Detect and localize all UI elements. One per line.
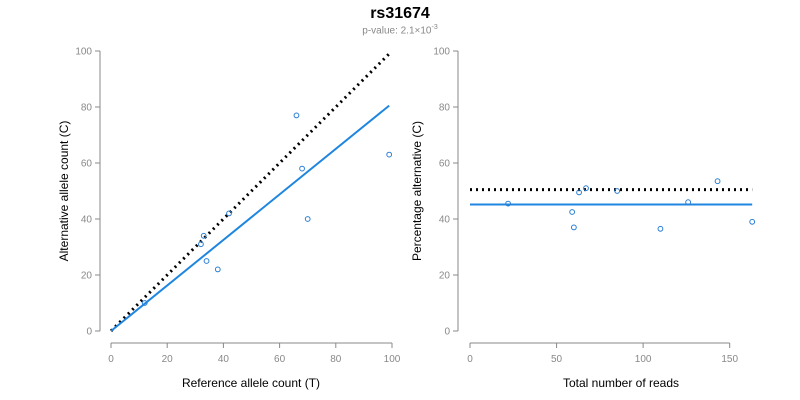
panel1-y-tick-label: 80: [81, 103, 93, 114]
panel1-x-tick-label: 40: [218, 354, 230, 365]
p-value-exponent: -3: [431, 24, 438, 31]
panel1-y-tick-label: 100: [75, 47, 92, 58]
panel2-data-point: [576, 189, 582, 196]
panel1-data-point: [200, 232, 207, 239]
panel2-data-point: [570, 224, 577, 231]
panel1-x-axis-title: Reference allele count (T): [182, 376, 320, 390]
panel1-fit-line: [110, 104, 390, 332]
panel1-data-point: [214, 266, 221, 273]
panel2-x-tick-label: 0: [467, 354, 473, 365]
panel1-data-point: [293, 112, 300, 119]
panel1-y-tick-label: 60: [81, 159, 93, 170]
panel1-y-tick-label: 20: [81, 271, 93, 282]
panel1-x-tick-label: 0: [108, 354, 114, 365]
panel1-y-tick-label: 40: [81, 215, 93, 226]
panel2-x-tick-label: 100: [635, 354, 652, 365]
panel1-x-tick-label: 100: [384, 354, 401, 365]
panel2-data-point: [749, 218, 756, 225]
panel1-x-tick-label: 20: [162, 354, 174, 365]
panel2-y-tick-label: 40: [439, 215, 451, 226]
panel1-data-point: [226, 210, 232, 217]
panel2-y-tick-label: 60: [439, 159, 451, 170]
panel2-x-tick-label: 50: [551, 354, 563, 365]
panel1-data-point: [304, 216, 311, 222]
panel1-data-point: [198, 241, 204, 248]
panel1-y-tick-label: 0: [86, 327, 92, 338]
panel2-data-point: [685, 199, 692, 206]
panel1-data-point: [386, 151, 393, 158]
chart-title: rs31674: [370, 5, 430, 22]
panel2-y-axis-title: Percentage alternative (C): [410, 121, 424, 261]
panel2-data-point: [583, 185, 589, 192]
panel2-data-point: [714, 178, 721, 185]
panel2-x-tick-label: 150: [721, 354, 738, 365]
p-value-text: p-value: 2.1×10: [362, 25, 432, 37]
panel2-y-tick-label: 80: [439, 103, 451, 114]
panel2-y-tick-label: 20: [439, 271, 451, 282]
chart-subtitle: p-value: 2.1×10-3: [0, 24, 800, 36]
panel2-x-axis-title: Total number of reads: [563, 376, 679, 390]
panel1-data-point: [299, 165, 305, 172]
panel2-data-point: [657, 225, 664, 232]
panel2-y-tick-label: 100: [433, 47, 450, 58]
panel2-data-point: [614, 188, 621, 194]
panel2-data-point: [569, 209, 576, 215]
panel1-x-tick-label: 80: [330, 354, 342, 365]
panel2-y-tick-label: 0: [444, 327, 450, 338]
panel2-data-point: [505, 200, 511, 207]
panel1-data-point: [203, 258, 210, 264]
panel1-reference-line: [109, 52, 391, 333]
panel1-data-point: [141, 300, 148, 306]
panel1-y-axis-title: Alternative allele count (C): [57, 121, 71, 262]
panel1-x-tick-label: 60: [274, 354, 286, 365]
